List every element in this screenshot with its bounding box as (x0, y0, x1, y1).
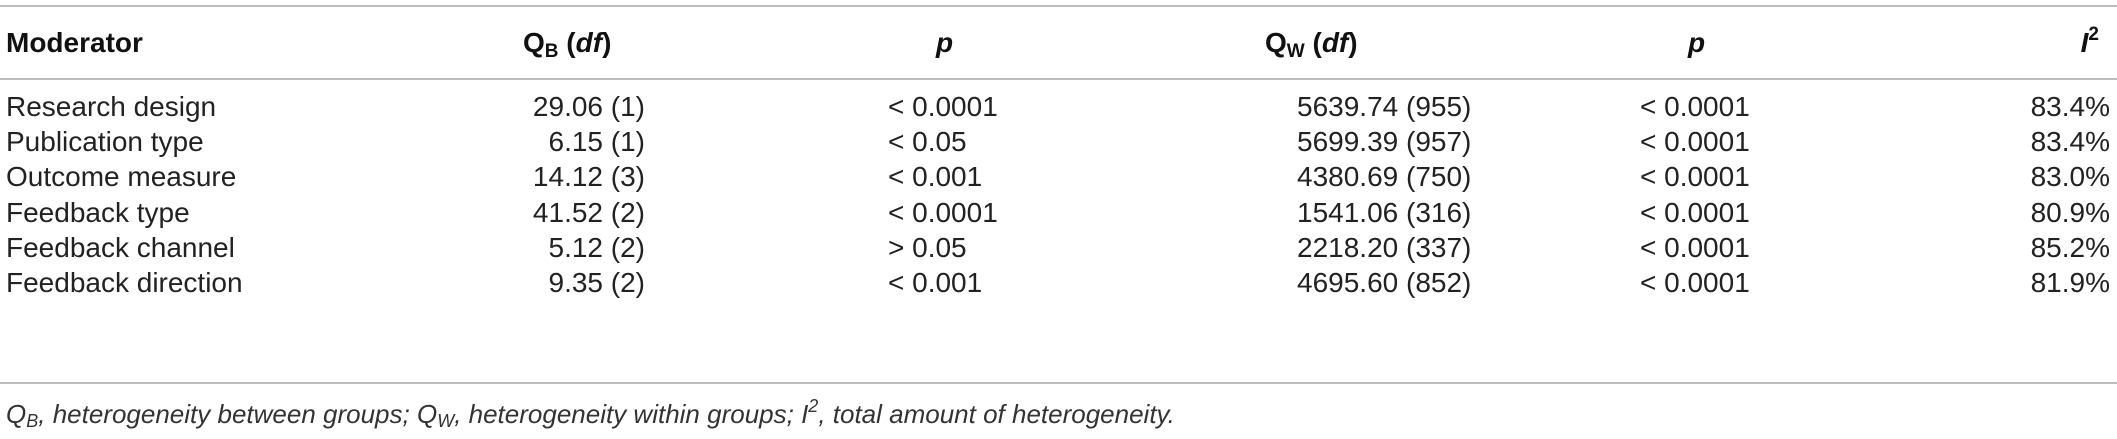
cell-p-between: < 0.05 (888, 126, 967, 158)
cell-moderator: Publication type (6, 126, 204, 158)
cell-qb: 9.35 (2) (548, 267, 646, 298)
cell-qb: 6.15 (1) (548, 126, 646, 158)
cell-qb: 5.12 (2) (548, 231, 646, 263)
cell-qw: 2218.20 (337) (1297, 231, 1472, 263)
table-footnote: QB, heterogeneity between groups; QW, he… (6, 396, 1175, 431)
cell-moderator: Outcome measure (6, 161, 237, 193)
header-p-between: p (936, 27, 954, 58)
cell-p-between: < 0.0001 (888, 91, 998, 122)
cell-i2: 81.9% (2030, 267, 2110, 298)
cell-moderator: Feedback type (6, 196, 190, 228)
cell-qw: 4380.69 (750) (1297, 161, 1472, 193)
cell-qw: 4695.60 (852) (1297, 267, 1472, 298)
cell-qw: 5639.74 (955) (1297, 91, 1472, 122)
cell-qw: 1541.06 (316) (1297, 196, 1472, 228)
table-row: Feedback channel 5.12 (2) > 0.05 2218.20 (3… (0, 224, 2117, 271)
cell-p-between: < 0.001 (888, 161, 983, 193)
cell-p-within: < 0.0001 (1640, 267, 1750, 298)
cell-p-within: < 0.0001 (1640, 91, 1750, 122)
cell-i2: 83.4% (2030, 126, 2110, 158)
table-bottom-rule (0, 382, 2117, 384)
cell-i2: 85.2% (2030, 231, 2110, 263)
cell-qb: 14.12 (3) (532, 161, 645, 193)
cell-i2: 80.9% (2030, 196, 2110, 228)
cell-moderator: Feedback channel (6, 231, 235, 263)
cell-qw: 5699.39 (957) (1297, 126, 1472, 158)
cell-i2: 83.0% (2030, 161, 2110, 193)
cell-moderator: Feedback direction (6, 267, 243, 298)
cell-p-between: < 0.001 (888, 267, 983, 298)
cell-p-within: < 0.0001 (1640, 126, 1750, 158)
cell-p-within: < 0.0001 (1640, 231, 1750, 263)
table-header-rule (0, 78, 2117, 80)
cell-p-between: < 0.0001 (888, 196, 998, 228)
table-row: Feedback type 41.52 (2) < 0.0001 1541.06 (3… (0, 189, 2117, 236)
header-i2: I2 (2080, 24, 2099, 58)
cell-i2: 83.4% (2030, 91, 2110, 122)
cell-p-between: > 0.05 (888, 231, 967, 263)
cell-moderator: Research design (6, 91, 217, 122)
table-header-row: Moderator QB (df) p QW (df) p I2 (0, 18, 2117, 68)
table-row: Outcome measure 14.12 (3) < 0.001 4380.69 (… (0, 153, 2117, 200)
table-row: Research design 29.06 (1) < 0.0001 5639.74 … (0, 83, 2117, 130)
cell-p-within: < 0.0001 (1640, 196, 1750, 228)
table-row: Feedback direction 9.35 (2) < 0.001 4695.60… (0, 259, 2117, 306)
cell-qb: 41.52 (2) (532, 196, 645, 228)
table-top-rule (0, 5, 2117, 7)
header-p-within: p (1688, 27, 1706, 58)
header-moderator: Moderator (6, 27, 143, 58)
header-qw: QW (df) (1265, 27, 1358, 62)
cell-p-within: < 0.0001 (1640, 161, 1750, 193)
header-qb: QB (df) (523, 27, 612, 62)
cell-qb: 29.06 (1) (532, 91, 645, 122)
table-row: Publication type 6.15 (1) < 0.05 5699.39 (9… (0, 118, 2117, 165)
